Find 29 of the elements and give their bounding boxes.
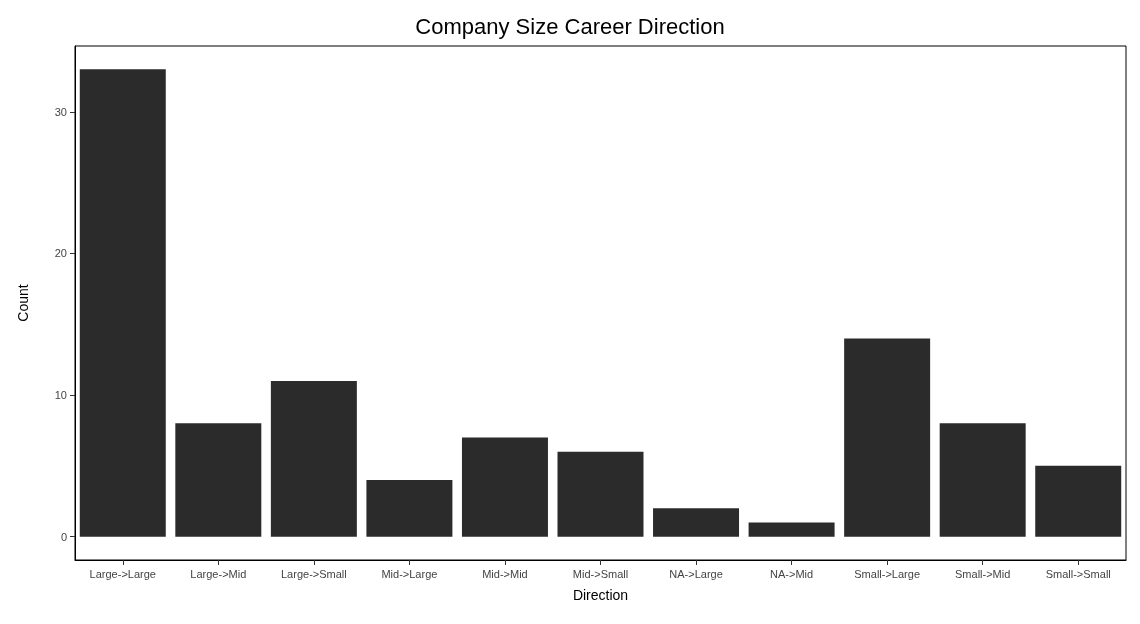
x-tick-label: Mid->Small bbox=[572, 567, 629, 580]
x-tick-label: NA->Large bbox=[669, 567, 723, 580]
bar bbox=[366, 480, 453, 537]
y-axis-title: Count bbox=[15, 284, 31, 322]
x-tick-label: NA->Mid bbox=[770, 567, 814, 580]
y-tick-label: 10 bbox=[54, 389, 67, 402]
bar bbox=[1035, 465, 1122, 537]
x-tick-label: Large->Small bbox=[281, 567, 347, 580]
y-tick-label: 20 bbox=[54, 247, 67, 260]
bar bbox=[175, 423, 262, 537]
bar bbox=[939, 423, 1026, 537]
x-tick-label: Mid->Large bbox=[381, 567, 438, 580]
x-tick-label: Mid->Mid bbox=[482, 567, 528, 580]
bar bbox=[461, 437, 548, 537]
bar bbox=[557, 451, 644, 537]
y-tick-label: 30 bbox=[54, 105, 67, 118]
x-axis-title: Direction bbox=[572, 587, 629, 603]
bar bbox=[653, 508, 740, 537]
x-tick-label: Large->Mid bbox=[190, 567, 247, 580]
x-tick-label: Small->Mid bbox=[955, 567, 1011, 580]
bar bbox=[270, 380, 357, 537]
chart-title: Company Size Career Direction bbox=[415, 13, 725, 39]
bar bbox=[844, 338, 931, 537]
bar bbox=[79, 69, 166, 537]
y-tick-label: 0 bbox=[60, 530, 67, 543]
bar bbox=[748, 522, 835, 537]
x-tick-label: Small->Small bbox=[1045, 567, 1111, 580]
x-tick-label: Large->Large bbox=[89, 567, 156, 580]
x-tick-label: Small->Large bbox=[854, 567, 920, 580]
